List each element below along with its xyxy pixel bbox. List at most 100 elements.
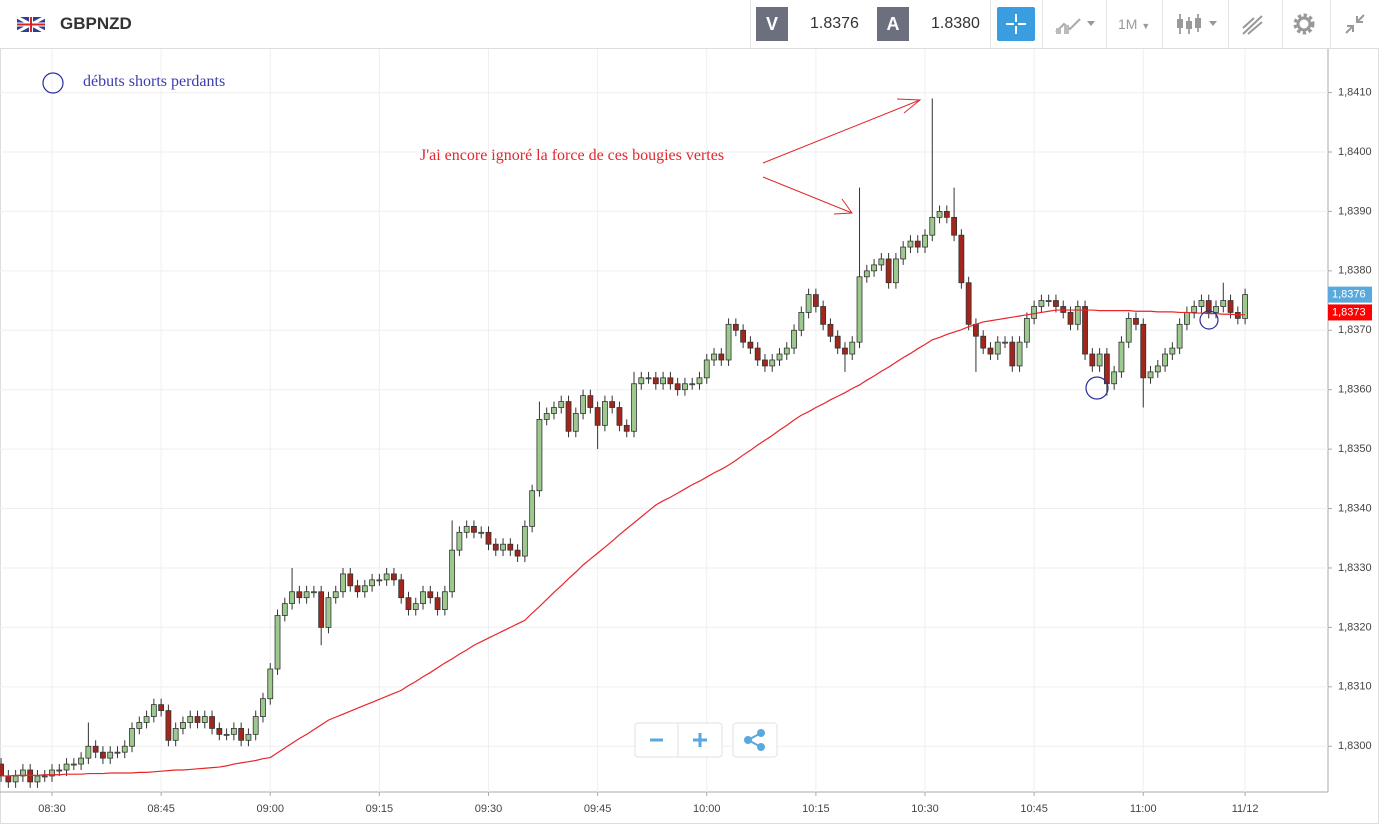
- candle-body: [732, 323, 739, 331]
- candle-body: [660, 377, 666, 385]
- candle-body: [674, 383, 681, 391]
- candle-body: [667, 377, 674, 385]
- candle-body: [1096, 353, 1103, 367]
- candle-body: [223, 733, 230, 736]
- zoom-controls[interactable]: [634, 722, 778, 758]
- candle-body: [849, 341, 856, 355]
- marker-circle: [1085, 376, 1109, 400]
- candle-body: [834, 335, 841, 349]
- candle-body: [325, 597, 332, 628]
- candle-body: [914, 240, 921, 248]
- candle-body: [609, 401, 616, 408]
- candle-body: [0, 763, 4, 777]
- y-tick-label: 1,8390: [1338, 205, 1372, 217]
- timeframe-button[interactable]: 1M ▼: [1118, 16, 1151, 32]
- candle-body: [107, 751, 114, 759]
- candle-body: [638, 377, 645, 385]
- y-tick-label: 1,8410: [1338, 86, 1372, 98]
- candle-body: [703, 359, 710, 379]
- candle-body: [1045, 300, 1052, 302]
- price-flag-label: 1,8373: [1332, 306, 1366, 318]
- candle-body: [725, 323, 732, 361]
- share-button[interactable]: [732, 722, 778, 758]
- y-tick-label: 1,8370: [1338, 324, 1372, 336]
- candle-body: [1118, 341, 1125, 373]
- candle-body: [929, 216, 936, 236]
- candle-body: [842, 347, 848, 355]
- draw-button[interactable]: [1240, 12, 1266, 36]
- candle-body: [136, 722, 143, 729]
- candle-body: [376, 579, 383, 582]
- candle-body: [812, 294, 819, 307]
- grid: 1,8300 1,8310 1,8320 1,8330 1,8340 1,8350 1,83…: [0, 48, 1372, 815]
- candle-body: [405, 597, 412, 610]
- collapse-button[interactable]: [1343, 12, 1367, 36]
- candle-body: [572, 413, 579, 432]
- candle-body: [529, 490, 536, 527]
- candle-body: [281, 603, 288, 616]
- candle-body: [711, 353, 717, 361]
- candle-body: [70, 763, 77, 766]
- candle-body: [1111, 371, 1118, 385]
- candle-body: [616, 407, 623, 426]
- candle-body: [500, 543, 506, 551]
- candle-body: [383, 573, 390, 581]
- y-tick-label: 1,8350: [1338, 443, 1372, 455]
- moving-average: [1, 309, 1246, 777]
- candle-body: [1213, 306, 1219, 313]
- candle-body: [267, 668, 274, 700]
- candle-body: [478, 531, 485, 534]
- x-tick-label: 11:00: [1130, 803, 1157, 815]
- candle-body: [78, 757, 84, 765]
- candle-body: [994, 341, 1001, 355]
- candle-body: [318, 591, 325, 628]
- settings-button[interactable]: [1292, 12, 1316, 36]
- chart-type-button[interactable]: [1053, 12, 1099, 36]
- candle-body: [420, 591, 426, 605]
- candle-body: [398, 579, 405, 599]
- candle-body: [776, 353, 783, 361]
- candles-button[interactable]: [1175, 12, 1221, 36]
- candle-body: [980, 335, 987, 349]
- x-tick-label: 09:45: [584, 803, 612, 815]
- candle-body: [1198, 300, 1205, 307]
- candle-body: [150, 704, 157, 717]
- candle-body: [1009, 341, 1016, 367]
- candle-body: [893, 258, 899, 284]
- bid-button[interactable]: V: [756, 7, 788, 41]
- candle-body: [485, 531, 492, 545]
- candle-body: [827, 323, 834, 337]
- candle-body: [856, 276, 863, 343]
- ask-button[interactable]: A: [877, 7, 909, 41]
- candle-body: [201, 716, 208, 723]
- candle-body: [798, 312, 805, 331]
- candle-body: [791, 329, 797, 349]
- candle-body: [1169, 347, 1176, 355]
- candle-body: [310, 591, 317, 594]
- candle-body: [551, 407, 557, 414]
- price-flag: [1328, 304, 1372, 321]
- candle-body: [769, 359, 776, 367]
- candle-body: [63, 763, 70, 771]
- candle-body: [558, 401, 565, 408]
- candle-body: [238, 728, 245, 741]
- candle-body: [361, 585, 368, 593]
- x-tick-label: 11/12: [1232, 803, 1259, 815]
- candle-body: [5, 775, 12, 783]
- zoom-in[interactable]: [693, 733, 707, 747]
- candle-body: [820, 306, 827, 325]
- candle-body: [1184, 312, 1190, 325]
- candle-body: [805, 294, 812, 313]
- bid-price: 1.8376: [810, 15, 859, 32]
- candle-body: [936, 211, 943, 218]
- y-tick-label: 1,8310: [1338, 681, 1372, 693]
- y-tick-label: 1,8320: [1338, 621, 1372, 633]
- candle-body: [121, 745, 128, 753]
- candle-body: [463, 525, 470, 533]
- crosshair-button[interactable]: [997, 7, 1035, 41]
- candle-body: [1147, 371, 1154, 379]
- candle-body: [114, 751, 121, 754]
- candle-body: [565, 401, 572, 432]
- x-tick-label: 08:45: [147, 803, 175, 815]
